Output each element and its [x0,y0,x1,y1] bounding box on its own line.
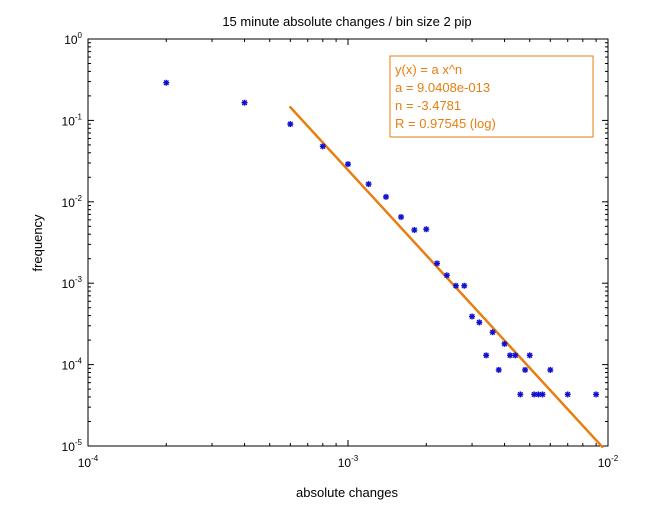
data-point [287,121,294,128]
y-tick-label: 100 [64,31,82,47]
y-axis-ticks: 100 10-1 10-2 10-3 10-4 10-5 [62,31,608,454]
data-point-stroke [398,214,404,220]
data-point [319,143,326,150]
data-point-stroke [483,352,489,359]
legend-line-2: a = 9.0408e-013 [395,80,490,95]
legend-line-3: n = -3.4781 [395,98,461,113]
data-point [547,366,554,373]
x-tick-label: 10-3 [338,454,359,470]
data-point [398,214,405,221]
data-point-stroke [495,367,502,373]
data-point-stroke [489,329,496,335]
data-point-stroke [461,283,468,289]
data-point [476,319,483,326]
data-point-stroke [522,367,528,373]
x-tick-label: 10-2 [598,454,619,470]
chart-title: 15 minute absolute changes / bin size 2 … [222,14,471,29]
data-point-stroke [547,367,554,373]
data-point-stroke [507,352,513,359]
data-point-stroke [365,181,372,187]
data-point-stroke [453,283,459,289]
data-point [365,181,372,188]
data-point [483,352,490,359]
x-tick-label: 10-4 [78,454,99,470]
data-point-stroke [383,194,389,200]
data-point-stroke [320,143,326,150]
data-point-stroke [163,80,170,86]
y-tick-label: 10-1 [62,112,83,128]
data-point-stroke [564,391,571,398]
legend-box [389,55,594,138]
data-point [564,391,571,398]
data-point-stroke [531,391,537,398]
data-point [423,226,430,233]
x-axis-ticks: 10-4 10-3 10-2 [78,39,619,470]
data-point-stroke [526,352,533,359]
data-point-stroke [345,161,351,167]
data-point-stroke [444,272,450,279]
data-point [539,391,546,398]
data-point [469,313,476,320]
data-point [517,391,524,398]
data-point-stroke [539,391,546,398]
data-point-stroke [423,226,430,232]
data-point [593,391,600,398]
data-point-stroke [517,391,524,398]
legend-line-1: y(x) = a x^n [395,62,462,77]
data-point [241,99,248,106]
data-point [452,282,459,289]
data-point [461,282,468,289]
data-point-stroke [287,121,294,127]
y-tick-label: 10-5 [62,438,83,454]
data-point-stroke [241,99,248,106]
data-point [434,260,441,267]
data-point [489,329,496,336]
y-tick-label: 10-2 [62,194,83,210]
legend-line-4: R = 0.97545 (log) [395,116,496,131]
data-point-stroke [501,341,508,347]
data-point-stroke [535,391,542,398]
data-point [411,227,418,234]
data-point [526,352,533,359]
data-point [443,272,450,279]
data-point-stroke [469,313,475,320]
data-point [507,352,514,359]
data-point [512,352,519,359]
fit-legend: y(x) = a x^n a = 9.0408e-013 n = -3.4781… [389,55,594,138]
data-points [163,79,600,398]
data-point-stroke [512,352,519,359]
data-point [163,79,170,86]
y-axis-label: frequency [30,214,45,272]
data-point [522,366,529,373]
y-tick-label: 10-3 [62,275,83,291]
data-point-stroke [411,227,418,233]
data-point-stroke [593,391,599,398]
data-point-stroke [476,319,483,326]
data-point [501,340,508,347]
data-point [345,161,351,168]
y-tick-label: 10-4 [62,357,83,373]
data-point-stroke [434,260,440,267]
x-axis-label: absolute changes [296,485,398,500]
data-point [495,366,502,373]
data-point [382,193,389,200]
